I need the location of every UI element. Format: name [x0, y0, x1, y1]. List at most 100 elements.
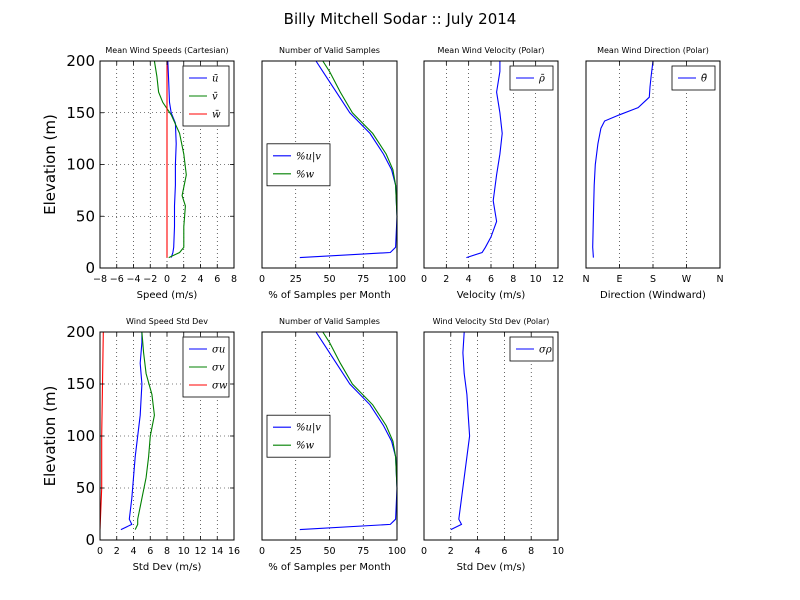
legend-label: %u|v — [296, 151, 321, 162]
panel-title: Mean Wind Direction (Polar) — [597, 46, 709, 55]
x-tick-label: 4 — [475, 546, 481, 557]
panel-title: Number of Valid Samples — [279, 317, 380, 326]
x-tick-label: 2 — [443, 274, 449, 285]
x-tick-label: 0 — [164, 274, 170, 285]
panel-title: Mean Wind Velocity (Polar) — [437, 46, 544, 55]
x-tick-label: 8 — [164, 546, 170, 557]
legend: ū v̄ w̄ — [182, 65, 230, 127]
x-tick-label: 100 — [388, 274, 406, 285]
x-tick-label: 8 — [231, 274, 237, 285]
x-tick-label: 8 — [510, 274, 516, 285]
figure-title: Billy Mitchell Sodar :: July 2014 — [284, 10, 517, 28]
axes-frame — [585, 60, 721, 269]
legend: %u|v %w — [266, 143, 331, 187]
legend-label: %w — [296, 169, 315, 180]
x-axis-label: Speed (m/s) — [137, 290, 198, 301]
x-tick-label: W — [682, 274, 692, 285]
y-tick-label: 0 — [85, 259, 95, 277]
x-tick-label: E — [616, 274, 622, 285]
legend-box — [266, 143, 331, 187]
x-tick-label: 2 — [181, 274, 187, 285]
x-tick-label: 16 — [228, 546, 240, 557]
legend-label: %w — [296, 441, 315, 452]
x-axis-label: % of Samples per Month — [268, 290, 391, 301]
legend: ρ̄ — [509, 65, 554, 91]
y-tick-label: 50 — [76, 207, 95, 225]
x-tick-label: 2 — [448, 546, 454, 557]
legend-label: σρ — [539, 345, 552, 356]
legend: θ̄ — [671, 65, 716, 91]
x-axis-label: Std Dev (m/s) — [133, 562, 202, 573]
x-tick-label: 4 — [466, 274, 472, 285]
chart-panel-2: Number of Valid Samples 0 25 50 75 100 % of Sa… — [259, 46, 406, 301]
x-tick-label: 0 — [97, 546, 103, 557]
x-tick-label: N — [582, 274, 589, 285]
x-tick-label: 6 — [147, 546, 153, 557]
chart-panel-3: Mean Wind Velocity (Polar) 0 2 4 6 8 10 12 Veloc… — [421, 46, 564, 301]
y-axis-label: Elevation (m) — [41, 114, 59, 215]
x-tick-label: 12 — [552, 274, 564, 285]
x-tick-label: −6 — [110, 274, 124, 285]
y-tick-label: 200 — [66, 323, 95, 341]
series-line-2 — [322, 331, 398, 525]
series-line-1 — [167, 60, 177, 258]
x-tick-label: 0 — [259, 546, 265, 557]
x-tick-label: S — [650, 274, 656, 285]
legend-label: v̄ — [212, 92, 218, 103]
panel-title: Wind Speed Std Dev — [126, 317, 208, 326]
legend-label: θ̄ — [701, 74, 707, 85]
panel-title: Number of Valid Samples — [279, 46, 380, 55]
legend: %u|v %w — [266, 414, 331, 458]
x-tick-label: 50 — [323, 274, 335, 285]
chart-panel-6: Number of Valid Samples 0 25 50 75 100 % of Sa… — [259, 317, 406, 573]
x-tick-label: 0 — [259, 274, 265, 285]
series-line-1 — [450, 331, 471, 531]
legend-label: %u|v — [296, 423, 321, 434]
chart-panel-4: Mean Wind Direction (Polar) N E S W N Directio… — [582, 46, 723, 301]
x-tick-label: −2 — [143, 274, 157, 285]
series-line-2 — [134, 331, 155, 530]
x-tick-label: 12 — [194, 546, 206, 557]
series-line-1 — [299, 60, 398, 259]
x-tick-label: 4 — [197, 274, 203, 285]
series-line-1 — [466, 61, 503, 259]
x-tick-label: 6 — [501, 546, 507, 557]
y-tick-label: 50 — [76, 479, 95, 497]
x-tick-label: −8 — [93, 274, 107, 285]
x-axis-label: Std Dev (m/s) — [457, 562, 526, 573]
legend-label: ū — [212, 74, 218, 85]
y-tick-label: 150 — [66, 375, 95, 393]
series-line-1 — [592, 60, 654, 258]
chart-panels: Mean Wind Speeds (Cartesian)−8 −6 −4 −2 0 2 4 6… — [41, 46, 724, 573]
legend-label: ρ̄ — [538, 74, 545, 85]
x-tick-label: 8 — [528, 546, 534, 557]
x-tick-label: N — [716, 274, 723, 285]
x-tick-label: 0 — [421, 274, 427, 285]
x-tick-label: −4 — [126, 274, 140, 285]
x-tick-label: 25 — [290, 274, 302, 285]
x-tick-label: 4 — [130, 546, 136, 557]
x-tick-label: 100 — [388, 546, 406, 557]
x-tick-label: 75 — [357, 274, 369, 285]
x-axis-label: Direction (Windward) — [600, 290, 706, 301]
y-tick-label: 150 — [66, 104, 95, 122]
y-tick-label: 200 — [66, 52, 95, 70]
x-tick-label: 10 — [530, 274, 542, 285]
x-tick-label: 10 — [552, 546, 564, 557]
x-tick-label: 0 — [421, 546, 427, 557]
legend-label: σw — [212, 381, 228, 392]
panel-title: Wind Velocity Std Dev (Polar) — [433, 317, 550, 326]
x-tick-label: 10 — [178, 546, 190, 557]
legend-label: w̄ — [212, 110, 221, 121]
x-tick-label: 50 — [323, 546, 335, 557]
x-tick-label: 2 — [114, 546, 120, 557]
chart-panel-1: Mean Wind Speeds (Cartesian)−8 −6 −4 −2 0 2 4 6… — [41, 46, 237, 301]
chart-panel-7: Wind Velocity Std Dev (Polar) 0 2 4 6 8 10 Std … — [421, 317, 564, 573]
legend-label: σv — [212, 363, 225, 374]
x-tick-label: 6 — [488, 274, 494, 285]
legend-box — [266, 414, 331, 458]
x-tick-label: 25 — [290, 546, 302, 557]
y-tick-label: 0 — [85, 531, 95, 549]
